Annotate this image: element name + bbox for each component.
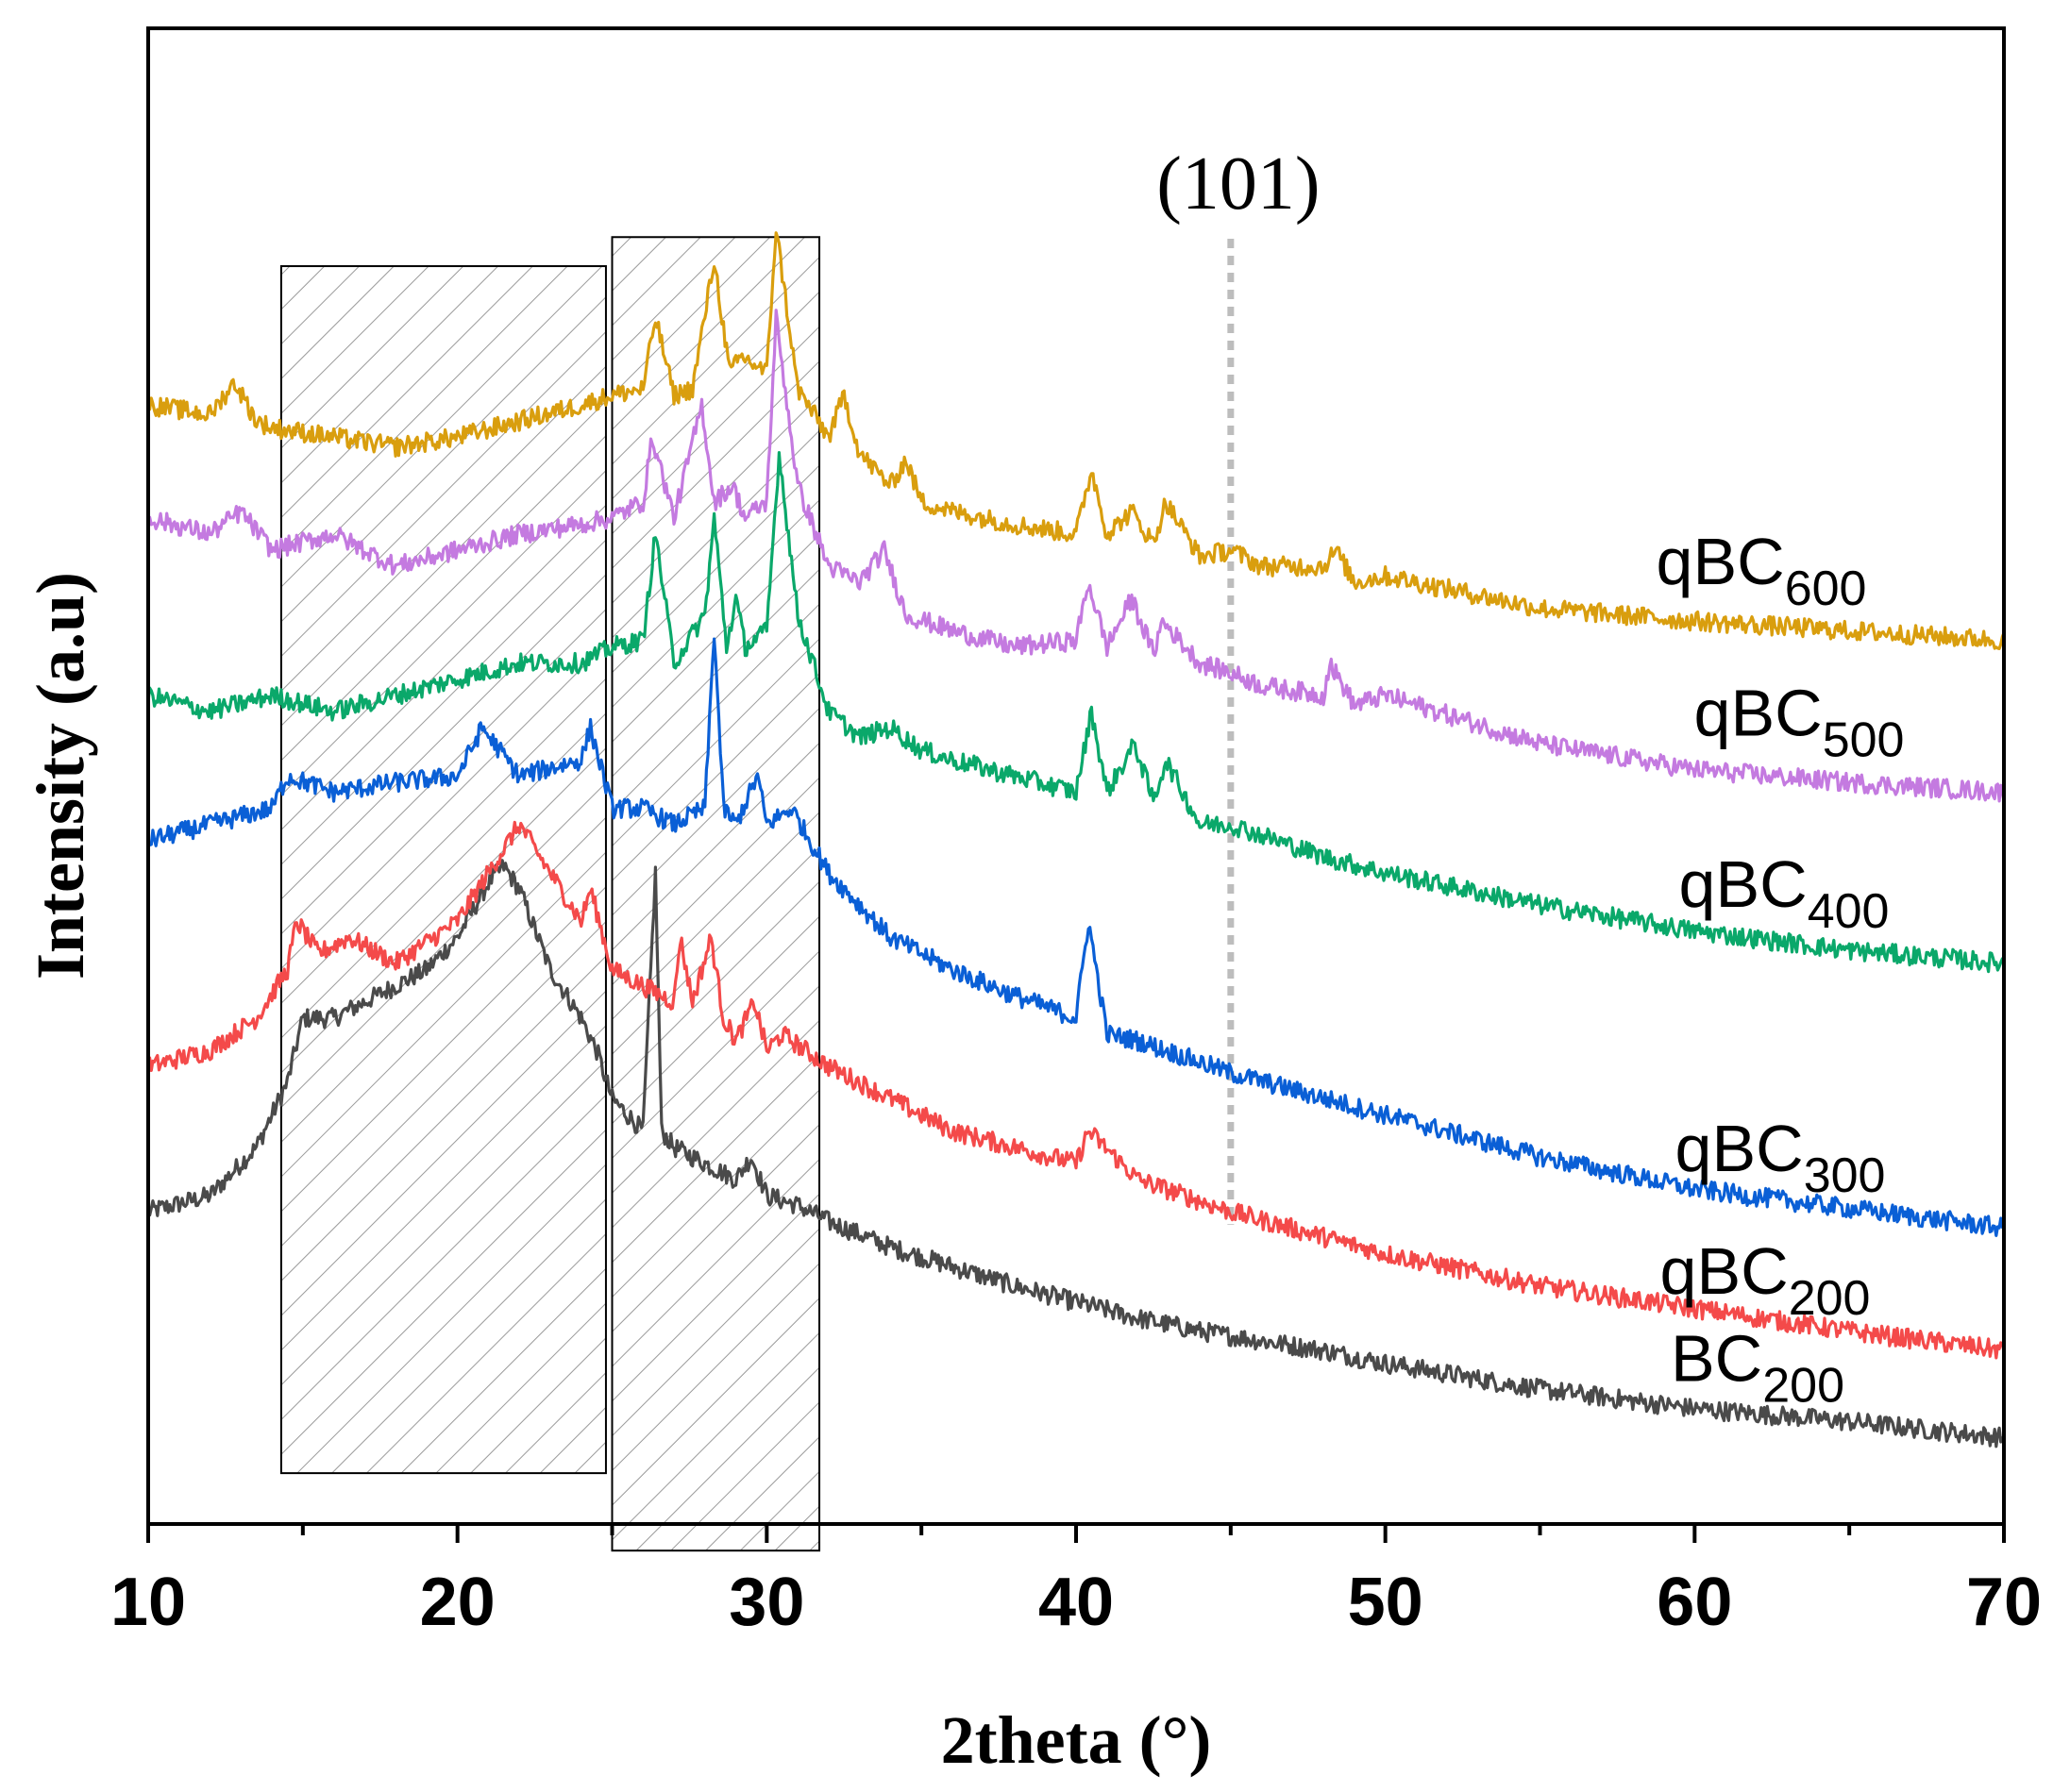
- x-tick-label-50: 50: [1348, 1565, 1423, 1640]
- series-label-qBC600: qBC600: [1657, 525, 1867, 616]
- x-axis-title: 2theta (°): [941, 1702, 1212, 1778]
- annotation-layer: (101): [1156, 142, 1320, 1225]
- annotation-101-label: (101): [1156, 142, 1320, 226]
- series-line-BC200: [148, 859, 2004, 1449]
- x-tick-label-70: 70: [1966, 1565, 2042, 1640]
- x-tick-label-20: 20: [420, 1565, 496, 1640]
- series-label-BC200: BC200: [1671, 1322, 1844, 1414]
- series-line-qBC400: [148, 451, 2004, 974]
- series-line-qBC300: [148, 637, 2004, 1237]
- y-axis-title: Intensity (a.u): [23, 572, 98, 980]
- series-layer: [148, 231, 2004, 1449]
- x-tick-label-30: 30: [729, 1565, 804, 1640]
- series-line-qBC500: [148, 309, 2004, 803]
- shaded-regions: [279, 236, 821, 1552]
- x-axis-tick-labels: 10 20 30 40 50 60 70: [110, 1565, 2042, 1640]
- x-tick-label-40: 40: [1038, 1565, 1114, 1640]
- x-tick-label-10: 10: [110, 1565, 186, 1640]
- series-label-qBC400: qBC400: [1679, 847, 1890, 939]
- x-tick-label-60: 60: [1657, 1565, 1732, 1640]
- series-label-qBC300: qBC300: [1675, 1112, 1886, 1203]
- hatched-region-2: [611, 236, 821, 1552]
- series-label-qBC200: qBC200: [1660, 1234, 1871, 1326]
- hatched-region-1: [279, 265, 607, 1475]
- series-line-qBC600: [148, 231, 2004, 650]
- x-axis-ticks: [146, 1524, 2006, 1543]
- series-label-qBC500: qBC500: [1694, 677, 1905, 768]
- series-line-qBC200: [148, 820, 2004, 1360]
